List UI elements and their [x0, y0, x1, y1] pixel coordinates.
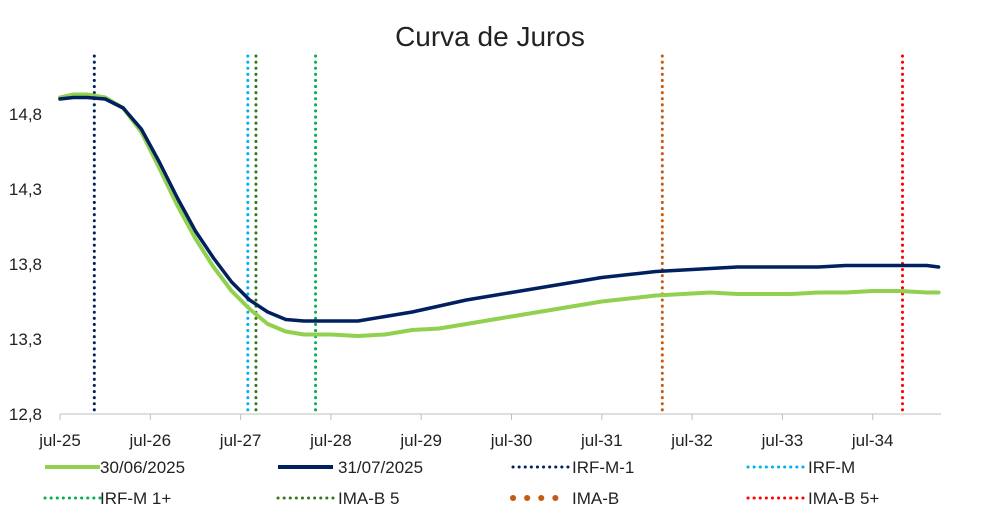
- x-tick-label: jul-26: [129, 431, 172, 450]
- x-tick-label: jul-34: [851, 431, 894, 450]
- y-axis: 12,8 13,3 13,8 14,3 14,8: [9, 105, 42, 424]
- legend-label: IMA-B: [572, 489, 619, 508]
- legend-label: IMA-B 5: [338, 489, 399, 508]
- x-axis: jul-25 jul-26 jul-27 jul-28 jul-29 jul-30 jul-…: [38, 413, 941, 450]
- x-tick-label: jul-33: [761, 431, 804, 450]
- legend-label: IRF-M-1: [572, 458, 634, 477]
- x-tick-label: jul-27: [219, 431, 262, 450]
- y-tick-label: 13,8: [9, 255, 42, 274]
- legend: 30/06/2025 31/07/2025 IRF-M-1 IRF-M IRF-M 1+…: [43, 458, 879, 508]
- y-tick-label: 14,8: [9, 105, 42, 124]
- x-tick-label: jul-28: [309, 431, 352, 450]
- y-tick-label: 12,8: [9, 405, 42, 424]
- x-tick-label: jul-29: [399, 431, 442, 450]
- legend-label: IMA-B 5+: [808, 489, 879, 508]
- y-tick-label: 14,3: [9, 180, 42, 199]
- vertical-markers: [92, 54, 904, 416]
- legend-label: 30/06/2025: [100, 458, 185, 477]
- y-tick-label: 13,3: [9, 330, 42, 349]
- x-tick-label: jul-30: [490, 431, 533, 450]
- legend-label: IRF-M 1+: [100, 489, 171, 508]
- chart-title: Curva de Juros: [395, 21, 585, 52]
- x-tick-label: jul-32: [670, 431, 713, 450]
- x-tick-label: jul-31: [580, 431, 623, 450]
- series-line-31-07-2025: [58, 95, 941, 323]
- series-lines: [58, 92, 941, 338]
- legend-label: IRF-M: [808, 458, 855, 477]
- legend-label: 31/07/2025: [338, 458, 423, 477]
- series-line-30-06-2025: [58, 92, 941, 338]
- x-tick-label: jul-25: [38, 431, 81, 450]
